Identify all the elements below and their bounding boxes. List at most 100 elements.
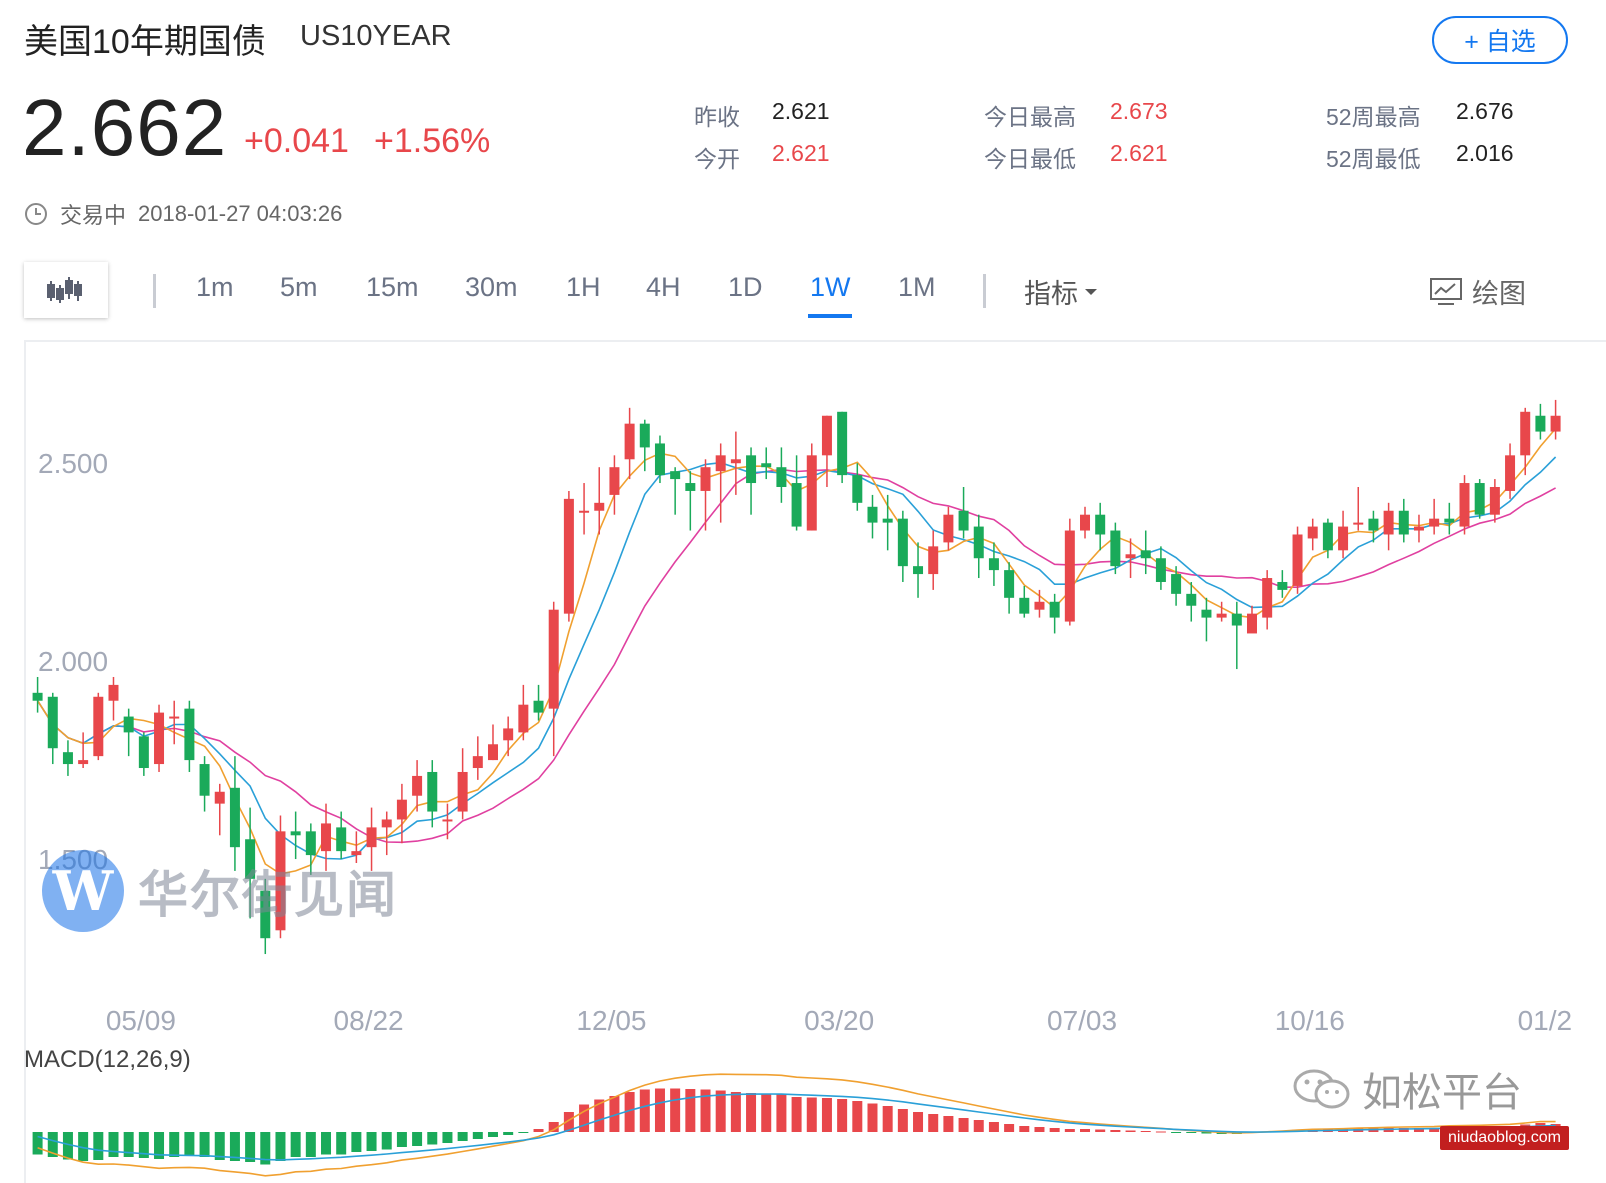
candle-body	[791, 483, 802, 527]
macd-bar	[806, 1097, 817, 1132]
macd-bar	[169, 1132, 180, 1157]
indicator-dropdown[interactable]: 指标	[1024, 272, 1098, 311]
macd-bar	[1140, 1131, 1151, 1132]
macd-bar	[62, 1132, 73, 1160]
candle-body	[1095, 514, 1106, 535]
candle-body	[336, 827, 347, 852]
publisher-name: 华尔街见闻	[138, 865, 398, 924]
macd-bar	[791, 1097, 802, 1132]
candle-body	[1125, 554, 1136, 559]
toolbar-divider	[983, 274, 986, 308]
candle-body	[821, 415, 832, 456]
add-to-watchlist-button[interactable]: + 自选	[1432, 16, 1568, 64]
candle-body	[275, 831, 286, 931]
candle-body	[138, 736, 149, 769]
macd-bar	[381, 1132, 392, 1150]
candle-body	[1459, 483, 1470, 527]
candle-body	[837, 411, 848, 476]
macd-bar	[472, 1132, 483, 1139]
macd-dif-line	[37, 1073, 1556, 1177]
candle-body	[563, 498, 574, 614]
candle-body	[852, 475, 863, 503]
candle-body	[427, 771, 438, 812]
period-tab-5m[interactable]: 5m	[280, 272, 318, 302]
macd-bar	[1155, 1131, 1166, 1133]
candle-body	[1444, 518, 1455, 523]
candle-body	[1171, 574, 1182, 594]
candle-body	[1277, 581, 1288, 590]
candle-body	[1550, 415, 1561, 432]
macd-bar	[1064, 1129, 1075, 1132]
week52-low-value: 2.016	[1456, 140, 1514, 166]
macd-bar	[108, 1132, 119, 1157]
y-tick-label: 2.000	[38, 646, 108, 677]
period-tab-1w[interactable]: 1W	[810, 272, 851, 302]
active-period-indicator	[808, 314, 852, 318]
price-chart[interactable]: 2.5002.0001.50005/0908/2212/0503/2007/03…	[26, 342, 1606, 1183]
macd-bar	[32, 1132, 43, 1155]
candle-body	[988, 558, 999, 571]
candle-body	[1110, 530, 1121, 567]
macd-bar	[897, 1109, 908, 1132]
prev-close-value: 2.621	[772, 98, 830, 124]
macd-bar	[275, 1132, 286, 1161]
candle-body	[1307, 526, 1318, 539]
candle-body	[958, 510, 969, 531]
macd-bar	[1095, 1129, 1106, 1132]
candle-body	[351, 851, 362, 856]
macd-bar	[366, 1132, 377, 1151]
day-low-value: 2.621	[1110, 140, 1168, 166]
macd-bar	[776, 1094, 787, 1132]
brand-name: 如松平台	[1362, 1071, 1522, 1115]
macd-bar	[761, 1093, 772, 1132]
period-tab-1h[interactable]: 1H	[566, 272, 601, 302]
macd-bar	[973, 1120, 984, 1132]
macd-bar	[154, 1132, 165, 1159]
x-tick-label: 03/20	[804, 1005, 874, 1036]
macd-bar	[958, 1118, 969, 1132]
period-tab-1m[interactable]: 1M	[898, 272, 936, 302]
candle-body	[1322, 522, 1333, 551]
macd-bar	[579, 1104, 590, 1132]
macd-bar	[290, 1132, 301, 1157]
candle-body	[913, 566, 924, 575]
macd-bar	[928, 1114, 939, 1132]
candle-body	[715, 455, 726, 472]
macd-bar	[867, 1103, 878, 1132]
period-tab-4h[interactable]: 4H	[646, 272, 681, 302]
drawing-chart-icon	[1430, 277, 1462, 305]
price-change-percent: +1.56%	[374, 122, 491, 160]
x-tick-label: 05/09	[106, 1005, 176, 1036]
candle-body	[457, 771, 468, 812]
candle-body	[609, 467, 620, 495]
publisher-watermark: W 华尔街见闻	[42, 850, 398, 932]
candle-body	[897, 518, 908, 567]
trading-status: 交易中 2018-01-27 04:03:26	[24, 198, 342, 230]
macd-bar	[78, 1132, 89, 1161]
macd-bar	[199, 1132, 210, 1157]
period-tab-30m[interactable]: 30m	[465, 272, 518, 302]
macd-bar	[214, 1132, 225, 1160]
draw-button[interactable]: 绘图	[1430, 272, 1526, 311]
macd-bar	[837, 1099, 848, 1132]
candle-body	[214, 791, 225, 804]
candle-body	[154, 712, 165, 765]
chart-panel[interactable]: 2.5002.0001.50005/0908/2212/0503/2007/03…	[24, 340, 1606, 1183]
macd-bar	[988, 1122, 999, 1132]
publisher-logo: W	[42, 850, 124, 932]
candle-body	[1216, 613, 1227, 618]
chart-type-button[interactable]	[24, 262, 108, 318]
candle-body	[518, 704, 529, 733]
candle-body	[1186, 593, 1197, 606]
period-tab-15m[interactable]: 15m	[366, 272, 419, 302]
brand-watermark: 如松平台	[1292, 1060, 1522, 1118]
macd-bar	[821, 1098, 832, 1132]
macd-bar	[624, 1092, 635, 1132]
candle-body	[472, 756, 483, 769]
x-tick-label: 07/03	[1047, 1005, 1117, 1036]
macd-bar	[336, 1132, 347, 1155]
candle-body	[1201, 609, 1212, 618]
period-tab-1m[interactable]: 1m	[196, 272, 234, 302]
period-tab-1d[interactable]: 1D	[728, 272, 763, 302]
candle-body	[32, 692, 43, 701]
